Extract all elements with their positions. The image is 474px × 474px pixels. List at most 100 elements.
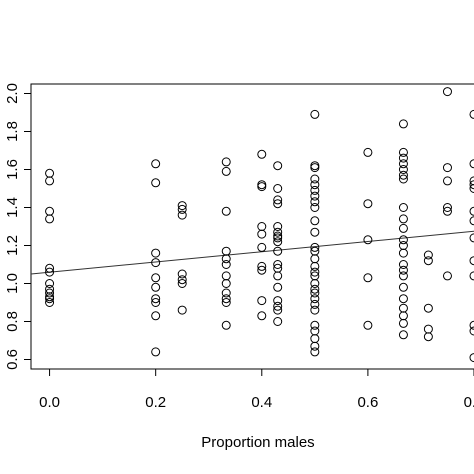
data-point: [310, 180, 320, 190]
data-point: [469, 326, 474, 336]
data-point: [398, 203, 408, 212]
data-point: [221, 279, 231, 288]
data-point: [469, 159, 474, 169]
data-point: [310, 163, 320, 173]
x-tick-label: 0.8: [464, 394, 474, 411]
data-point: [469, 184, 474, 193]
data-point: [310, 197, 320, 207]
data-point: [423, 250, 433, 260]
data-point: [273, 271, 283, 281]
data-point: [45, 263, 55, 273]
data-point: [151, 298, 161, 307]
data-point: [469, 206, 474, 216]
data-point: [310, 185, 320, 195]
data-point: [398, 159, 408, 169]
data-point: [45, 288, 55, 298]
data-point: [469, 216, 474, 226]
data-point: [45, 214, 55, 224]
data-point: [398, 318, 408, 328]
data-point: [310, 174, 320, 184]
x-axis-label: Proportion males: [201, 434, 314, 451]
data-point: [310, 254, 320, 264]
x-axis: 0.0 0.2 0.4 0.6 0.8: [39, 369, 474, 411]
data-point: [177, 210, 187, 220]
data-point: [310, 216, 320, 226]
x-tick-label: 0.0: [39, 394, 60, 411]
data-point: [310, 284, 320, 294]
data-point: [257, 296, 267, 306]
data-point: [363, 235, 373, 245]
data-point: [257, 242, 267, 252]
data-point: [363, 320, 373, 330]
data-point: [221, 298, 231, 307]
data-point: [221, 157, 231, 167]
data-point: [469, 256, 474, 266]
data-point: [177, 305, 187, 315]
data-point: [310, 347, 320, 357]
data-point: [273, 305, 283, 315]
data-point: [151, 347, 161, 357]
data-point: [273, 195, 283, 205]
regression-line: [30, 230, 474, 275]
plot-border: [30, 83, 474, 370]
data-point: [398, 248, 408, 258]
data-point: [151, 294, 161, 304]
data-point: [45, 168, 55, 178]
data-point: [310, 334, 320, 344]
data-point: [257, 149, 267, 159]
data-point: [310, 299, 320, 309]
data-point: [273, 222, 283, 231]
data-point: [257, 180, 267, 190]
data-point: [310, 288, 320, 298]
data-point: [310, 261, 320, 271]
data-point: [310, 191, 320, 201]
data-point: [398, 153, 408, 163]
data-point: [221, 294, 231, 304]
data-point: [177, 201, 187, 211]
data-point: [442, 163, 452, 173]
data-point: [398, 330, 408, 340]
data-point: [221, 246, 231, 256]
data-point: [177, 279, 187, 288]
data-point: [363, 273, 373, 283]
data-point: [469, 353, 474, 363]
data-point: [273, 246, 283, 256]
x-tick-label: 0.6: [357, 394, 378, 411]
data-point: [273, 199, 283, 209]
data-point: [310, 326, 320, 336]
data-point: [221, 166, 231, 176]
data-point: [398, 294, 408, 304]
data-point: [273, 227, 283, 237]
data-point: [310, 279, 320, 288]
data-point: [310, 320, 320, 330]
data-point: [151, 248, 161, 258]
data-point: [310, 161, 320, 171]
data-point: [257, 311, 267, 321]
y-tick-label: 1.0: [4, 273, 21, 294]
data-point: [469, 233, 474, 243]
data-point: [273, 317, 283, 326]
data-point: [45, 176, 55, 186]
data-point: [221, 254, 231, 264]
data-point: [273, 260, 283, 269]
data-point: [442, 87, 452, 97]
data-point: [310, 109, 320, 119]
data-point: [177, 204, 187, 214]
data-point: [177, 275, 187, 285]
data-point: [423, 256, 433, 266]
data-point: [151, 159, 161, 169]
data-point: [151, 258, 161, 268]
data-point: [398, 265, 408, 275]
data-point: [310, 227, 320, 237]
data-point: [273, 301, 283, 311]
data-point: [310, 294, 320, 304]
data-point: [423, 303, 433, 313]
data-point: [45, 279, 55, 288]
x-tick-label: 0.2: [145, 394, 166, 411]
data-point: [398, 170, 408, 180]
data-point: [151, 178, 161, 188]
data-point: [363, 147, 373, 157]
data-point: [221, 288, 231, 298]
data-point: [469, 271, 474, 281]
